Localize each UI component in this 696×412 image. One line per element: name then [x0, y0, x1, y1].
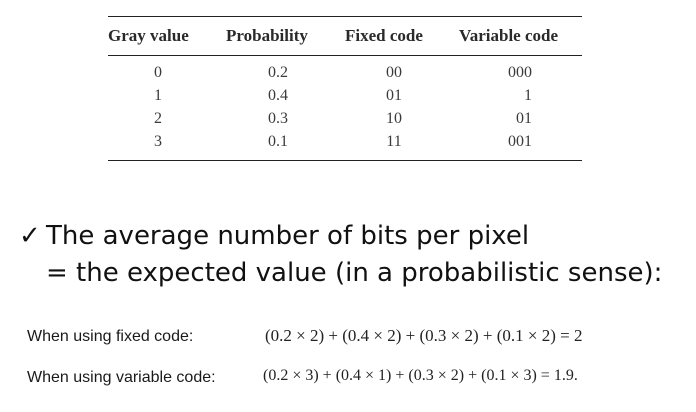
cell-variable-code: 01	[516, 110, 532, 127]
bullet-text-2: = the expected value (in a probabilistic…	[46, 258, 663, 288]
table-bottom-rule	[108, 160, 582, 161]
table-row: 2 0.3 10 01	[108, 110, 582, 130]
cell-probability: 0.4	[268, 87, 288, 104]
code-table: Gray value Probability Fixed code Variab…	[108, 16, 582, 161]
calculation-label: When using variable code:	[27, 369, 216, 386]
calculation-expression: (0.2 × 2) + (0.4 × 2) + (0.3 × 2) + (0.1…	[265, 326, 583, 345]
cell-gray-value: 0	[154, 64, 162, 81]
cell-gray-value: 1	[154, 87, 162, 104]
cell-probability: 0.1	[268, 133, 288, 150]
table-body: 0 0.2 00 000 1 0.4 01 1 2 0.3 10 01 3 0.…	[108, 56, 582, 160]
table-row: 0 0.2 00 000	[108, 64, 582, 84]
cell-fixed-code: 11	[386, 133, 402, 150]
table-row: 3 0.1 11 001	[108, 133, 582, 153]
cell-variable-code: 1	[524, 87, 532, 104]
calculation-expression: (0.2 × 3) + (0.4 × 1) + (0.3 × 2) + (0.1…	[263, 367, 578, 384]
calculation-fixed: When using fixed code: (0.2 × 2) + (0.4 …	[0, 326, 696, 350]
cell-gray-value: 2	[154, 110, 162, 127]
cell-fixed-code: 01	[386, 87, 402, 104]
table-top-rule	[108, 16, 582, 17]
calculation-variable: When using variable code: (0.2 × 3) + (0…	[0, 367, 696, 391]
bullet-point: ✓ The average number of bits per pixel = …	[19, 218, 662, 292]
cell-gray-value: 3	[154, 133, 162, 150]
checkmark-icon: ✓	[19, 221, 41, 251]
table-row: 1 0.4 01 1	[108, 87, 582, 107]
header-variable-code: Variable code	[459, 26, 559, 45]
cell-variable-code: 001	[508, 133, 532, 150]
cell-probability: 0.2	[268, 64, 288, 81]
cell-fixed-code: 10	[386, 110, 402, 127]
header-fixed-code: Fixed code	[345, 26, 423, 45]
table-header-row: Gray value Probability Fixed code Variab…	[108, 17, 582, 55]
calculation-label: When using fixed code:	[27, 328, 194, 345]
cell-probability: 0.3	[268, 110, 288, 127]
bullet-line-1: ✓ The average number of bits per pixel	[19, 218, 662, 255]
bullet-text-1: The average number of bits per pixel	[46, 221, 530, 251]
table-header-rule	[108, 55, 582, 56]
header-gray-value: Gray value	[108, 26, 189, 45]
header-probability: Probability	[226, 26, 308, 45]
cell-fixed-code: 00	[386, 64, 402, 81]
cell-variable-code: 000	[508, 64, 532, 81]
